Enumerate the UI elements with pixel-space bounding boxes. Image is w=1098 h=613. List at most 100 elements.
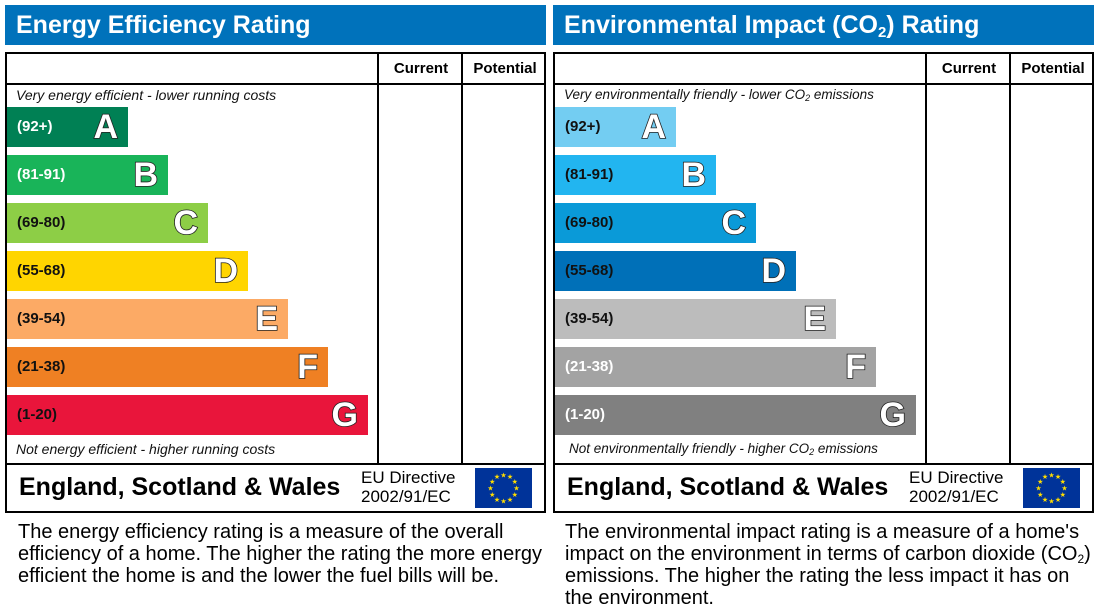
divider	[1009, 54, 1011, 463]
band-a: (92+) A	[7, 107, 128, 147]
svg-text:★: ★	[1042, 496, 1048, 504]
svg-text:★: ★	[500, 472, 506, 480]
svg-text:★: ★	[512, 478, 518, 486]
divider	[555, 463, 1092, 465]
band-d: (55-68) D	[555, 251, 796, 291]
divider	[925, 54, 927, 463]
divider	[7, 463, 544, 465]
svg-text:★: ★	[1055, 473, 1061, 481]
band-e: (39-54) E	[7, 299, 288, 339]
svg-text:★: ★	[487, 485, 493, 493]
title-text-end: ) Rating	[886, 11, 980, 39]
band-letter: B	[133, 155, 159, 195]
band-b: (81-91) B	[7, 155, 168, 195]
description: The environmental impact rating is a mea…	[565, 521, 1091, 609]
band-g: (1-20) G	[7, 395, 368, 435]
band-letter: G	[331, 395, 359, 435]
band-letter: C	[173, 203, 199, 243]
region-label: England, Scotland & Wales	[19, 473, 341, 501]
band-range: (92+)	[565, 118, 601, 135]
band-c: (69-80) C	[555, 203, 756, 243]
svg-text:★: ★	[1037, 491, 1043, 499]
svg-text:★: ★	[507, 496, 513, 504]
band-range: (21-38)	[565, 358, 614, 375]
band-range: (92+)	[17, 118, 53, 135]
band-letter: E	[255, 299, 279, 339]
region-label: England, Scotland & Wales	[567, 473, 889, 501]
svg-text:★: ★	[1055, 496, 1061, 504]
bottom-note: Not energy efficient - higher running co…	[16, 441, 276, 457]
title-text: Environmental Impact (CO	[564, 11, 878, 39]
band-letter: D	[213, 251, 239, 291]
band-range: (55-68)	[565, 262, 614, 279]
band-letter: B	[681, 155, 707, 195]
band-g: (1-20) G	[555, 395, 916, 435]
band-letter: D	[761, 251, 787, 291]
title-subscript: 2	[877, 24, 887, 41]
band-letter: F	[296, 347, 318, 387]
column-header-current: Current	[941, 60, 997, 77]
svg-text:★: ★	[489, 491, 495, 499]
band-e: (39-54) E	[555, 299, 836, 339]
band-b: (81-91) B	[555, 155, 716, 195]
bottom-note: Not environmentally friendly - higher CO…	[569, 441, 878, 457]
svg-text:★: ★	[1042, 473, 1048, 481]
svg-text:★: ★	[513, 485, 519, 493]
band-range: (1-20)	[17, 406, 58, 423]
description: The energy efficiency rating is a measur…	[18, 521, 543, 587]
band-d: (55-68) D	[7, 251, 248, 291]
band-range: (81-91)	[17, 166, 66, 183]
divider	[461, 54, 463, 463]
directive-line2: 2002/91/EC	[909, 487, 999, 506]
column-header-current: Current	[393, 60, 449, 77]
eu-directive: EU Directive 2002/91/EC	[909, 468, 1003, 506]
column-header-potential: Potential	[473, 60, 537, 77]
band-letter: A	[641, 107, 667, 147]
svg-text:★: ★	[1048, 472, 1054, 480]
divider	[7, 83, 544, 85]
top-note: Very environmentally friendly - lower CO…	[564, 87, 874, 103]
eu-flag-icon: ★★★★★★★★★ ★ ★★	[1023, 468, 1080, 508]
band-letter: A	[93, 107, 119, 147]
band-range: (39-54)	[17, 310, 66, 327]
rating-table: Current Potential Very energy efficient …	[5, 52, 546, 513]
directive-line1: EU Directive	[909, 468, 1004, 487]
band-range: (69-80)	[565, 214, 614, 231]
svg-text:★: ★	[494, 473, 500, 481]
panel-title: Energy Efficiency Rating	[5, 5, 546, 45]
band-range: (1-20)	[565, 406, 606, 423]
svg-text:★: ★	[494, 496, 500, 504]
eu-flag-icon: ★★★★★★★★★ ★ ★★	[475, 468, 532, 508]
svg-text:★: ★	[1035, 485, 1041, 493]
band-letter: E	[803, 299, 827, 339]
divider	[377, 54, 379, 463]
energy-efficiency-panel: Energy Efficiency Rating Current Potenti…	[5, 0, 546, 613]
svg-text:★: ★	[500, 498, 506, 506]
band-range: (55-68)	[17, 262, 66, 279]
directive-line2: 2002/91/EC	[361, 487, 451, 506]
band-f: (21-38) F	[555, 347, 876, 387]
divider	[555, 83, 1092, 85]
svg-text:★: ★	[507, 473, 513, 481]
eu-directive: EU Directive 2002/91/EC	[361, 468, 455, 506]
band-range: (69-80)	[17, 214, 66, 231]
svg-text:★: ★	[1060, 491, 1066, 499]
band-range: (81-91)	[565, 166, 614, 183]
svg-text:★: ★	[512, 491, 518, 499]
band-a: (92+) A	[555, 107, 676, 147]
column-header-potential: Potential	[1021, 60, 1085, 77]
band-letter: C	[721, 203, 747, 243]
band-letter: F	[844, 347, 866, 387]
band-range: (39-54)	[565, 310, 614, 327]
title-text: Energy Efficiency Rating	[16, 11, 311, 39]
svg-text:★: ★	[1060, 478, 1066, 486]
panel-title: Environmental Impact (CO2) Rating	[553, 5, 1094, 45]
directive-line1: EU Directive	[361, 468, 456, 487]
top-note: Very energy efficient - lower running co…	[16, 87, 277, 103]
svg-text:★: ★	[1037, 478, 1043, 486]
band-f: (21-38) F	[7, 347, 328, 387]
band-letter: G	[879, 395, 907, 435]
band-range: (21-38)	[17, 358, 66, 375]
band-c: (69-80) C	[7, 203, 208, 243]
svg-text:★: ★	[1061, 485, 1067, 493]
